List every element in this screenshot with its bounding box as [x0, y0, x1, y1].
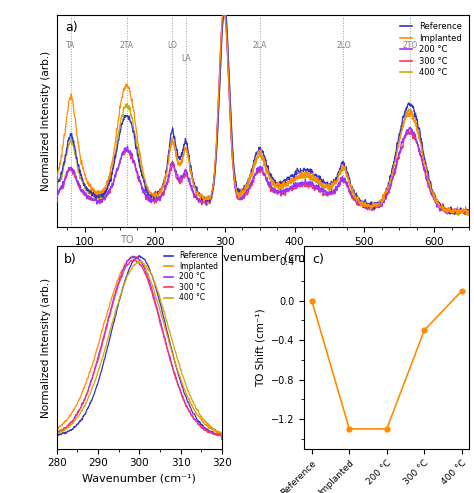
- X-axis label: Wavenumber (cm⁻¹): Wavenumber (cm⁻¹): [82, 474, 196, 484]
- Text: LO: LO: [167, 41, 177, 50]
- Text: TO: TO: [120, 235, 134, 245]
- Text: a): a): [65, 21, 78, 34]
- Legend: Reference, Implanted, 200 °C, 300 °C, 400 °C: Reference, Implanted, 200 °C, 300 °C, 40…: [396, 19, 465, 81]
- Text: TA: TA: [66, 41, 75, 50]
- Y-axis label: Normalized Intensity (arb.): Normalized Intensity (arb.): [41, 51, 51, 191]
- Text: b): b): [64, 252, 76, 266]
- Text: c): c): [312, 252, 324, 266]
- Text: 2TO: 2TO: [402, 41, 418, 50]
- Y-axis label: Normalized Intensity (arb.): Normalized Intensity (arb.): [41, 278, 51, 418]
- X-axis label: Wavenumber (cm⁻¹): Wavenumber (cm⁻¹): [206, 252, 320, 262]
- Text: 2TA: 2TA: [120, 41, 134, 50]
- Text: LA: LA: [182, 54, 191, 63]
- Text: 2LA: 2LA: [252, 41, 267, 50]
- Y-axis label: TO Shift (cm⁻¹): TO Shift (cm⁻¹): [255, 308, 265, 387]
- Text: 2LO: 2LO: [336, 41, 351, 50]
- Legend: Reference, Implanted, 200 °C, 300 °C, 400 °C: Reference, Implanted, 200 °C, 300 °C, 40…: [161, 248, 221, 306]
